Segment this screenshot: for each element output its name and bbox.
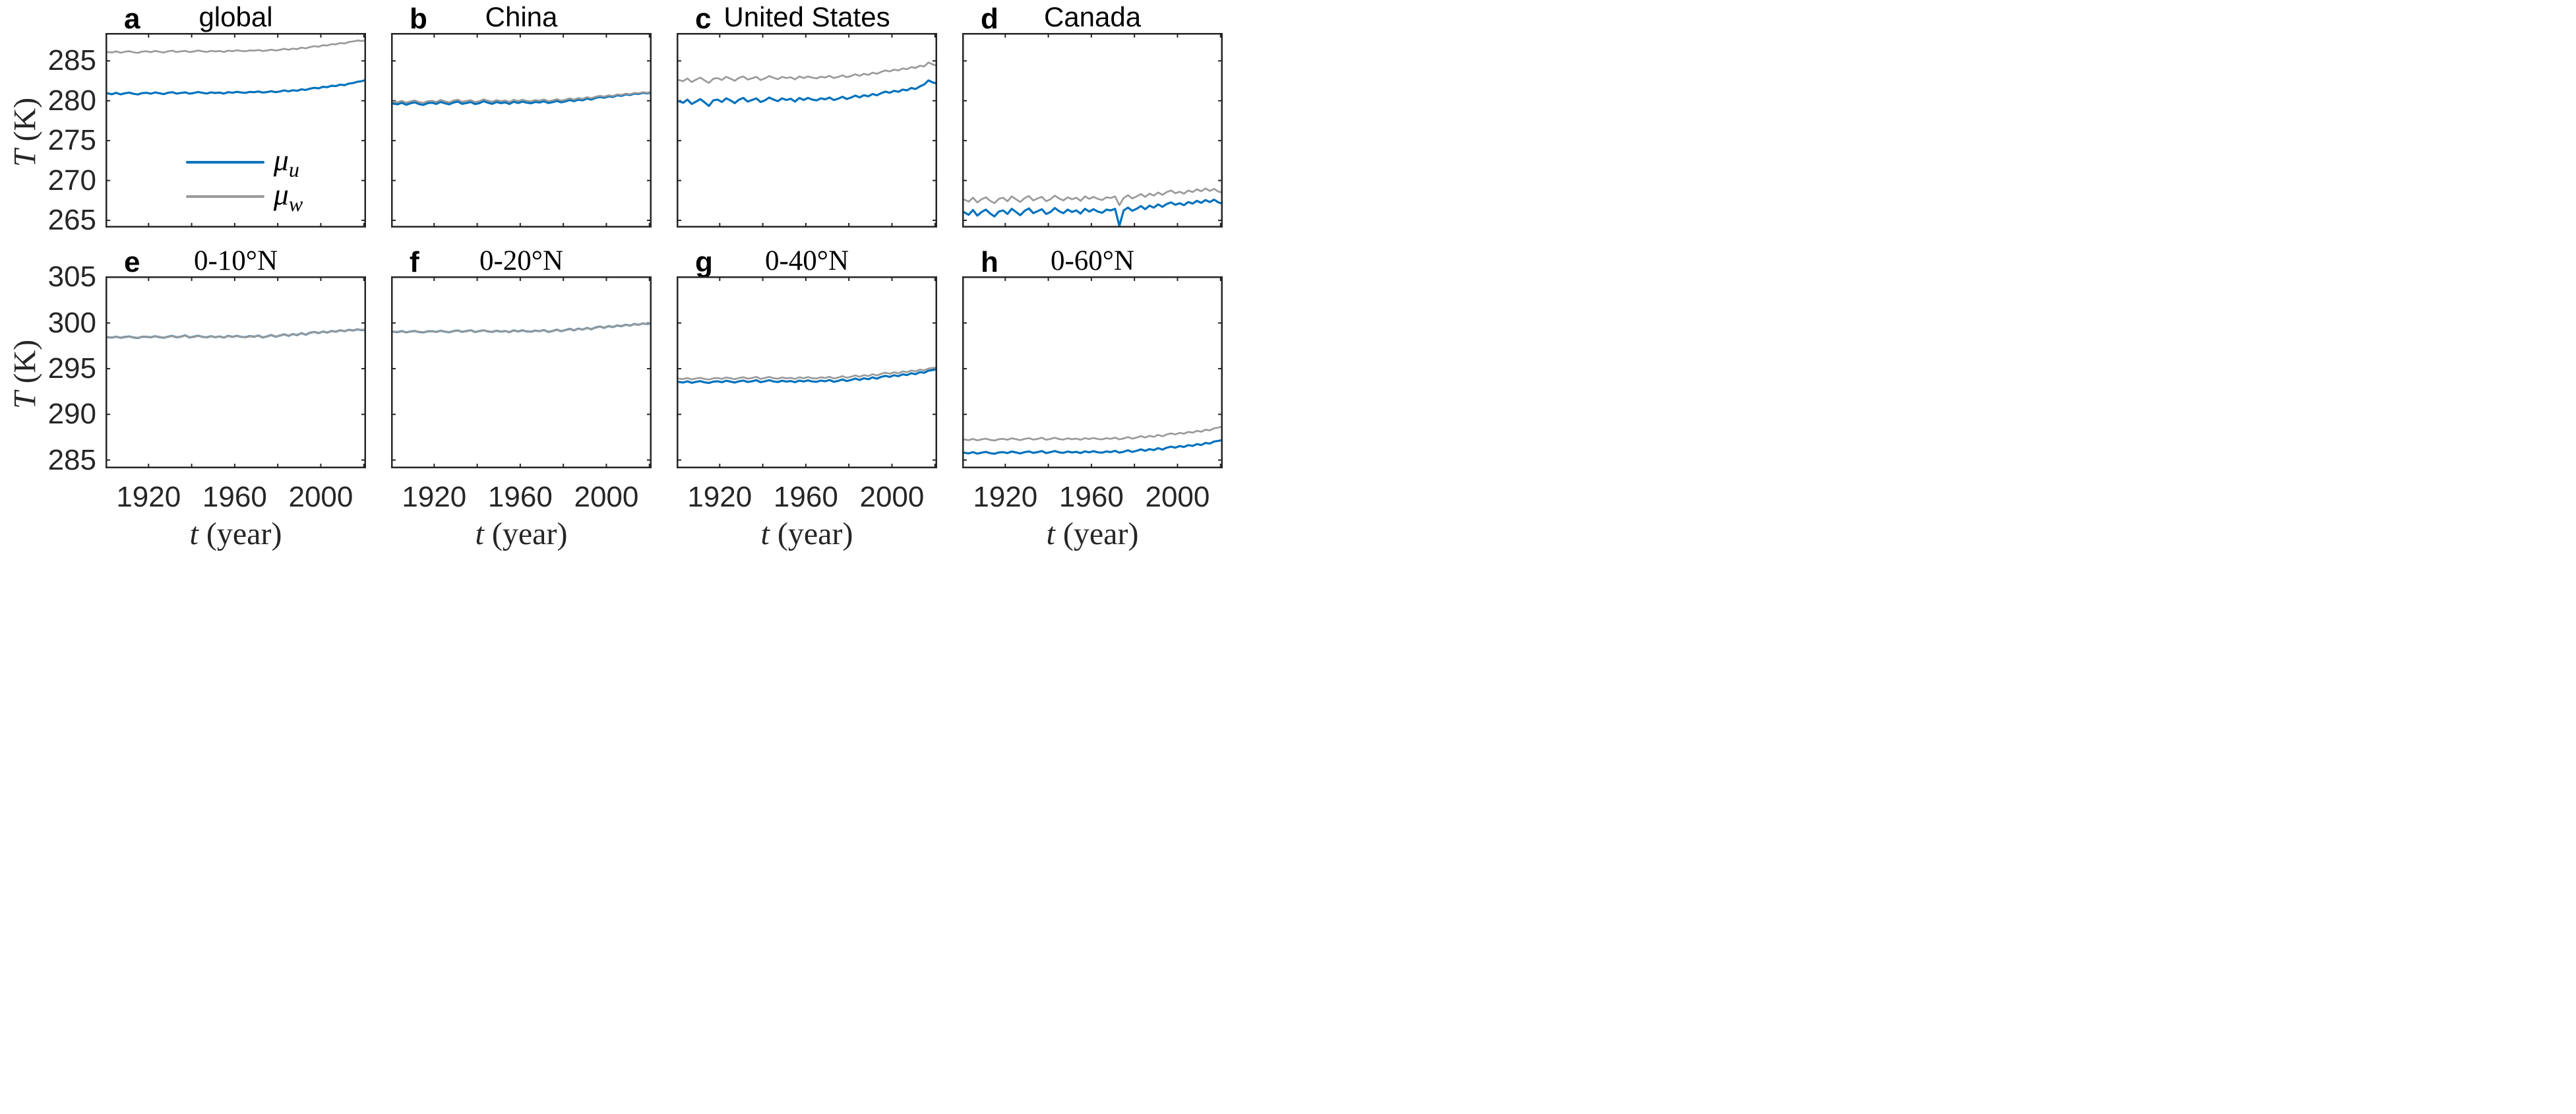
panel-letter-a: a: [124, 3, 140, 35]
panel-title-c: United States: [723, 1, 890, 32]
plot-d: [962, 33, 1223, 228]
y-tick-label: 285: [47, 443, 96, 476]
plot-c: [677, 33, 937, 228]
panel-letter-e: e: [124, 246, 140, 278]
temperature-figure: T (K) T (K) a global 265 270 275 280 285 μu μw b C…: [0, 0, 1288, 557]
x-tick-label: 2000: [859, 481, 925, 513]
x-tick-label: 2000: [574, 481, 639, 513]
y-tick-label: 265: [47, 204, 96, 237]
x-tick-label: 1920: [687, 481, 752, 513]
panel-title-h: 0-60°N: [1050, 245, 1135, 276]
y-tick-label: 295: [47, 352, 96, 385]
legend-label-mu_u: μu: [273, 142, 299, 182]
tick-marks: [106, 276, 366, 468]
plot-e: [106, 276, 366, 468]
x-tick-label: 1960: [487, 481, 553, 513]
axis-box-a: [106, 33, 366, 228]
x-tick-label: 1960: [202, 481, 267, 513]
panel-letter-c: c: [695, 3, 712, 35]
axis-box-g: [677, 276, 937, 468]
y-tick-label: 275: [47, 124, 96, 157]
mu-w-line-f: [392, 322, 652, 334]
y-tick-label: 270: [47, 164, 96, 197]
axis-box-h: [962, 276, 1223, 468]
plot-a: [106, 33, 366, 228]
plot-g: [677, 276, 937, 468]
panel-letter-b: b: [410, 3, 427, 35]
mu-u-line-c: [677, 79, 937, 108]
axis-box-c: [677, 33, 937, 228]
x-tick-label: 2000: [1145, 481, 1210, 513]
panel-title-a: global: [199, 1, 273, 32]
mu-u-line-b: [392, 91, 652, 106]
plot-f: [391, 276, 652, 468]
panel-title-d: Canada: [1043, 1, 1142, 32]
plot-b: [391, 33, 652, 228]
mu-u-line-d: [963, 199, 1223, 228]
x-tick-label: 1920: [402, 481, 467, 513]
x-tick-label: 1960: [773, 481, 838, 513]
tick-marks: [391, 33, 652, 228]
legend-line-mu_u: [186, 160, 264, 164]
tick-marks: [677, 33, 937, 228]
x-axis-label-f: t (year): [475, 516, 568, 551]
tick-marks: [106, 33, 366, 228]
y-tick-label: 280: [47, 84, 96, 117]
y-tick-label: 290: [47, 398, 96, 431]
legend-label-mu_w: μw: [273, 177, 303, 216]
mu-w-line-g: [677, 366, 937, 381]
mu-w-line-a: [106, 39, 366, 54]
panel-title-e: 0-10°N: [193, 245, 278, 276]
mu-u-line-h: [963, 439, 1223, 455]
plot-h: [962, 276, 1223, 468]
y-tick-label: 285: [47, 44, 96, 77]
x-axis-label-g: t (year): [760, 516, 853, 551]
legend-line-mu_w: [186, 195, 264, 198]
y-tick-label: 305: [47, 261, 96, 294]
panel-title-b: China: [485, 1, 558, 32]
mu-w-line-e: [106, 328, 366, 339]
mu-w-line-d: [963, 187, 1223, 206]
axis-box-b: [391, 33, 652, 228]
panel-title-g: 0-40°N: [764, 245, 849, 276]
axis-box-f: [391, 276, 652, 468]
axis-box-e: [106, 276, 366, 468]
panel-letter-h: h: [981, 246, 998, 278]
tick-marks: [391, 276, 652, 468]
panel-letter-f: f: [410, 246, 419, 278]
y-tick-label: 300: [47, 306, 96, 339]
x-axis-label-h: t (year): [1046, 516, 1139, 551]
x-axis-label-e: t (year): [189, 516, 282, 551]
x-tick-label: 1960: [1058, 481, 1124, 513]
mu-w-line-c: [677, 61, 937, 84]
mu-u-line-g: [677, 368, 937, 385]
mu-u-line-a: [106, 78, 366, 96]
mu-w-line-b: [392, 90, 652, 104]
mu-w-line-h: [963, 425, 1223, 442]
panel-letter-d: d: [981, 3, 998, 35]
x-tick-label: 2000: [288, 481, 353, 513]
x-tick-label: 1920: [973, 481, 1038, 513]
axis-box-d: [962, 33, 1223, 228]
x-tick-label: 1920: [116, 481, 181, 513]
panel-title-f: 0-20°N: [479, 245, 564, 276]
panel-letter-g: g: [695, 246, 713, 278]
